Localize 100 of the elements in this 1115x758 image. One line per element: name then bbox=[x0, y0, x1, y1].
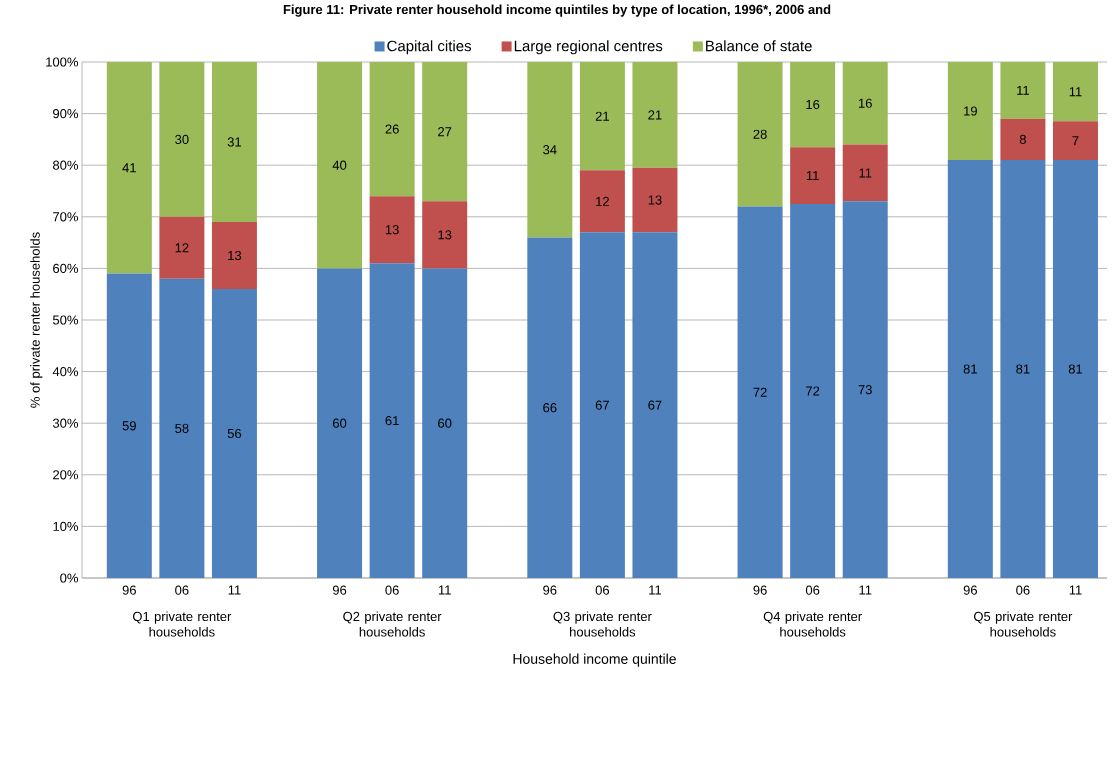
text: Q5 private renter households bbox=[974, 611, 1073, 637]
data-label: 81 bbox=[1016, 364, 1030, 374]
x-tick-label: 06 bbox=[385, 585, 399, 595]
data-label: 34 bbox=[543, 145, 557, 155]
bar bbox=[1000, 61, 1046, 119]
bar bbox=[1052, 61, 1098, 122]
bar bbox=[790, 61, 836, 148]
data-label: 28 bbox=[753, 129, 767, 139]
chart-title: Figure 11: Private renter household income quintiles by type of location, 1996*, 2006 and bbox=[283, 4, 831, 17]
data-label: 12 bbox=[175, 243, 189, 253]
y-tick-label: 40% bbox=[52, 366, 79, 377]
bar bbox=[159, 278, 205, 578]
x-tick-label: 96 bbox=[332, 585, 347, 595]
y-axis-title: % of private renter households bbox=[30, 232, 43, 408]
data-label: 67 bbox=[595, 400, 609, 410]
y-tick-label: 90% bbox=[53, 108, 79, 119]
x-tick-label: 11 bbox=[228, 585, 241, 595]
x-tick-label: 11 bbox=[649, 585, 662, 595]
data-label: 8 bbox=[1019, 134, 1026, 144]
legend-label: Balance of state bbox=[706, 40, 812, 52]
y-tick-label: 60% bbox=[53, 263, 79, 273]
bar bbox=[1000, 118, 1046, 161]
x-tick-label: 96 bbox=[753, 585, 767, 595]
data-label: 66 bbox=[543, 403, 557, 413]
data-label: 19 bbox=[964, 106, 977, 116]
bar bbox=[790, 147, 836, 204]
text: Q2 private renter households bbox=[343, 611, 442, 637]
bar bbox=[1000, 160, 1046, 578]
bar bbox=[211, 289, 257, 578]
x-tick-label: 11 bbox=[438, 585, 451, 595]
bar bbox=[1052, 121, 1098, 161]
y-tick-label: 10% bbox=[53, 521, 79, 531]
bar bbox=[369, 263, 415, 578]
bar bbox=[527, 61, 573, 238]
data-label: 13 bbox=[385, 225, 399, 235]
y-tick-label: 50% bbox=[52, 315, 79, 325]
bar bbox=[211, 61, 257, 222]
data-label: 13 bbox=[228, 250, 242, 261]
text: Q4 private renter households bbox=[763, 611, 862, 637]
x-tick-label: 06 bbox=[1016, 585, 1030, 595]
data-label: 13 bbox=[438, 230, 452, 240]
bar bbox=[422, 268, 468, 578]
bar bbox=[842, 201, 888, 578]
y-tick-label: 70% bbox=[53, 212, 79, 222]
x-tick-label: 06 bbox=[805, 585, 820, 595]
data-label: 60 bbox=[333, 418, 347, 428]
bar bbox=[737, 61, 783, 207]
data-label: 58 bbox=[175, 423, 189, 433]
bar bbox=[790, 203, 836, 578]
data-label: 81 bbox=[1068, 364, 1083, 374]
data-label: 16 bbox=[806, 99, 820, 110]
bar bbox=[842, 144, 888, 202]
bar bbox=[106, 61, 152, 274]
data-label: 72 bbox=[806, 386, 820, 396]
bar bbox=[632, 167, 678, 233]
x-tick-label: 96 bbox=[122, 585, 136, 595]
data-label: 11 bbox=[1017, 85, 1030, 95]
x-tick-label: 11 bbox=[859, 585, 872, 595]
y-tick-label: 100% bbox=[46, 57, 79, 67]
data-label: 61 bbox=[385, 416, 399, 426]
bar bbox=[317, 61, 363, 269]
data-label: 27 bbox=[438, 127, 452, 137]
bar bbox=[842, 61, 888, 145]
legend-label: Capital cities bbox=[387, 40, 472, 55]
data-label: 67 bbox=[648, 400, 662, 410]
bar bbox=[369, 196, 415, 264]
data-label: 81 bbox=[963, 364, 977, 374]
x-tick-label: 06 bbox=[595, 585, 610, 595]
data-label: 13 bbox=[648, 195, 662, 205]
data-label: 11 bbox=[859, 168, 872, 178]
data-label: 30 bbox=[175, 134, 189, 144]
data-label: 7 bbox=[1072, 136, 1079, 146]
data-label: 12 bbox=[596, 196, 609, 206]
x-tick-label: 06 bbox=[175, 585, 189, 595]
bar bbox=[422, 61, 468, 202]
data-label: 73 bbox=[858, 385, 872, 395]
data-label: 21 bbox=[595, 111, 609, 121]
data-label: 60 bbox=[438, 418, 452, 428]
y-tick-label: 30% bbox=[52, 418, 79, 428]
bar bbox=[159, 216, 205, 279]
data-label: 11 bbox=[1069, 87, 1082, 97]
bar bbox=[1052, 160, 1098, 578]
bar bbox=[527, 237, 573, 578]
x-axis-title: Household income quintile bbox=[513, 653, 676, 667]
data-label: 59 bbox=[122, 421, 136, 431]
bar bbox=[632, 61, 678, 168]
bar bbox=[947, 160, 993, 578]
bar bbox=[947, 61, 993, 161]
bar bbox=[737, 206, 783, 578]
x-tick-label: 11 bbox=[1069, 585, 1082, 595]
x-tick-label: 96 bbox=[963, 585, 977, 595]
bar bbox=[422, 201, 468, 269]
data-label: 21 bbox=[648, 110, 662, 120]
data-label: 40 bbox=[332, 160, 347, 170]
text: Q3 private renter households bbox=[553, 611, 652, 637]
data-label: 72 bbox=[753, 387, 767, 397]
bar bbox=[579, 61, 625, 171]
bar bbox=[579, 232, 625, 578]
x-tick-label: 96 bbox=[543, 585, 557, 595]
bar bbox=[106, 273, 152, 578]
